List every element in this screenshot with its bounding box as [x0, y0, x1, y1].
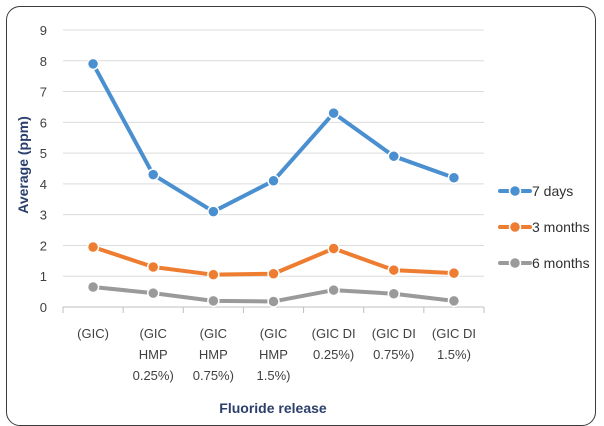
data-point — [207, 205, 220, 218]
legend-item: 6 months — [498, 255, 590, 271]
legend-label: 6 months — [532, 255, 590, 271]
legend-label: 3 months — [532, 219, 590, 235]
series-lines — [86, 57, 461, 308]
data-point — [267, 267, 280, 281]
legend-swatch-marker — [508, 220, 522, 234]
x-axis-title: Fluoride release — [219, 400, 327, 416]
x-tick-label: (GIC HMP 0.75%) — [193, 326, 234, 383]
data-point — [267, 174, 280, 188]
data-point — [86, 57, 100, 71]
y-tick-label: 7 — [40, 85, 47, 100]
data-point — [387, 287, 401, 301]
y-tick-label: 0 — [40, 300, 47, 315]
x-tick-label: (GIC DI 0.25%) — [312, 326, 356, 362]
x-tick-label: (GIC DI 1.5%) — [432, 326, 476, 362]
legend-item: 3 months — [498, 219, 590, 235]
data-point — [146, 168, 160, 181]
data-point — [86, 280, 100, 294]
data-point — [447, 171, 461, 184]
y-axis-title: Average (ppm) — [15, 116, 31, 214]
gridlines — [62, 29, 485, 313]
legend-swatch-marker — [508, 184, 522, 198]
data-point — [327, 242, 340, 255]
series-3-months — [86, 240, 461, 281]
y-tick-label: 6 — [40, 115, 47, 130]
y-tick-label: 3 — [40, 208, 47, 223]
y-tick-label: 8 — [40, 54, 47, 69]
legend-swatch-marker — [508, 256, 522, 270]
y-axis-ticks: 0 1 2 3 4 5 6 7 8 9 — [40, 23, 47, 315]
data-point — [447, 266, 461, 280]
x-tick-label: (GIC) — [77, 326, 109, 341]
legend-label: 7 days — [532, 183, 573, 199]
x-axis-ticks: (GIC) (GIC HMP 0.25%) (GIC HMP 0.75%) (GIC HMP 1.… — [77, 326, 476, 383]
legend-item: 7 days — [498, 183, 573, 199]
series-6-months — [86, 280, 461, 308]
data-point — [447, 294, 461, 308]
data-point — [207, 268, 220, 281]
data-point — [387, 263, 401, 277]
data-point — [146, 260, 160, 274]
data-point — [86, 240, 100, 254]
data-point — [327, 283, 340, 297]
y-tick-label: 9 — [40, 23, 47, 38]
data-point — [327, 106, 340, 120]
y-tick-label: 2 — [40, 238, 47, 253]
y-tick-label: 1 — [40, 269, 47, 284]
data-point — [146, 286, 160, 300]
legend: 7 days 3 months 6 months — [498, 183, 590, 271]
data-point — [387, 149, 401, 163]
series-7-days — [86, 57, 461, 218]
x-tick-label: (GIC DI 0.75%) — [372, 326, 416, 362]
series-line — [91, 61, 456, 214]
data-point — [267, 295, 280, 308]
y-tick-label: 4 — [40, 177, 47, 192]
x-tick-label: (GIC HMP 1.5%) — [257, 326, 291, 383]
y-tick-label: 5 — [40, 146, 47, 161]
data-point — [207, 294, 220, 308]
x-tick-label: (GIC HMP 0.25%) — [133, 326, 174, 383]
